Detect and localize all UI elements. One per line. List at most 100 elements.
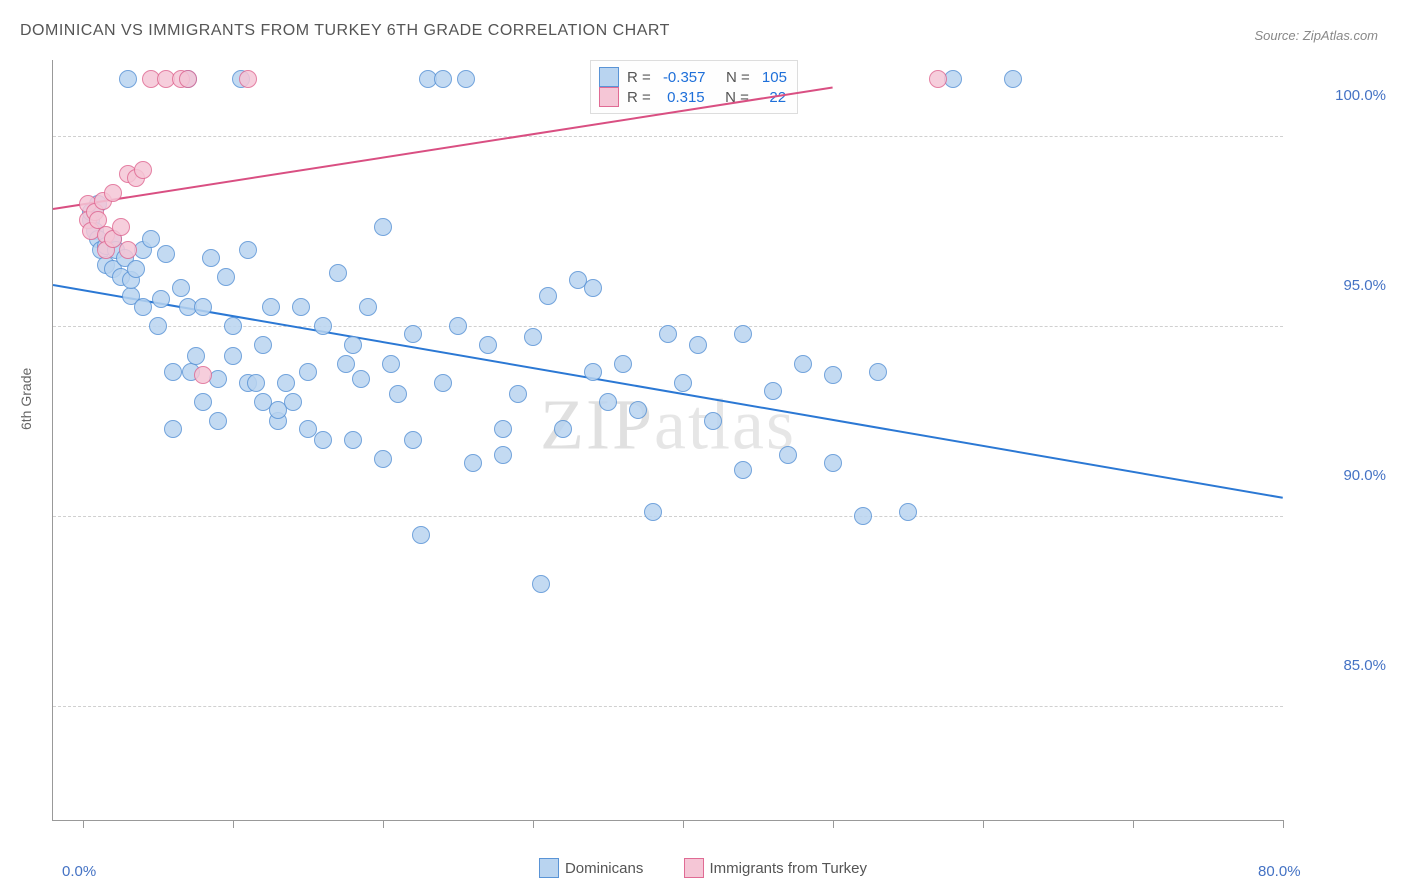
swatch-dominicans [599, 67, 619, 87]
data-point [127, 260, 145, 278]
data-point [352, 370, 370, 388]
data-point [157, 245, 175, 263]
data-point [494, 420, 512, 438]
data-point [239, 70, 257, 88]
data-point [194, 366, 212, 384]
data-point [374, 450, 392, 468]
data-point [479, 336, 497, 354]
data-point [344, 336, 362, 354]
data-point [217, 268, 235, 286]
data-point [434, 70, 452, 88]
legend-swatch-dominicans [539, 858, 559, 878]
correlation-stats-box: R = -0.357 N = 105 R = 0.315 N = 22 [590, 60, 798, 114]
data-point [224, 347, 242, 365]
data-point [539, 287, 557, 305]
data-point [209, 412, 227, 430]
data-point [599, 393, 617, 411]
swatch-turkey [599, 87, 619, 107]
data-point [509, 385, 527, 403]
x-tick [83, 820, 84, 828]
data-point [734, 325, 752, 343]
x-tick-label: 80.0% [1258, 863, 1301, 880]
data-point [314, 431, 332, 449]
data-point [1004, 70, 1022, 88]
data-point [254, 336, 272, 354]
data-point [292, 298, 310, 316]
data-point [524, 328, 542, 346]
data-point [179, 70, 197, 88]
data-point [494, 446, 512, 464]
data-point [299, 363, 317, 381]
data-point [187, 347, 205, 365]
data-point [284, 393, 302, 411]
gridline [53, 706, 1283, 707]
data-point [824, 366, 842, 384]
data-point [134, 161, 152, 179]
x-tick [533, 820, 534, 828]
data-point [277, 374, 295, 392]
data-point [112, 218, 130, 236]
legend: Dominicans Immigrants from Turkey [0, 858, 1406, 882]
gridline [53, 516, 1283, 517]
data-point [869, 363, 887, 381]
data-point [764, 382, 782, 400]
data-point [899, 503, 917, 521]
data-point [337, 355, 355, 373]
data-point [389, 385, 407, 403]
data-point [104, 184, 122, 202]
data-point [584, 279, 602, 297]
data-point [119, 70, 137, 88]
gridline [53, 136, 1283, 137]
data-point [194, 393, 212, 411]
y-tick-label: 100.0% [1335, 87, 1386, 104]
data-point [704, 412, 722, 430]
data-point [734, 461, 752, 479]
data-point [854, 507, 872, 525]
source-attribution: Source: ZipAtlas.com [1254, 28, 1378, 43]
trend-line [53, 284, 1283, 499]
data-point [149, 317, 167, 335]
chart-title: DOMINICAN VS IMMIGRANTS FROM TURKEY 6TH … [20, 22, 670, 40]
y-tick-label: 90.0% [1343, 467, 1386, 484]
data-point [644, 503, 662, 521]
legend-label: Dominicans [565, 860, 643, 877]
x-tick [383, 820, 384, 828]
data-point [449, 317, 467, 335]
legend-item-turkey: Immigrants from Turkey [684, 858, 868, 878]
stats-row-dominicans: R = -0.357 N = 105 [599, 67, 787, 87]
data-point [172, 279, 190, 297]
data-point [464, 454, 482, 472]
data-point [659, 325, 677, 343]
scatter-plot-area: ZIPatlas R = -0.357 N = 105 R = 0.315 N … [52, 60, 1283, 821]
x-tick-label: 0.0% [62, 863, 96, 880]
data-point [794, 355, 812, 373]
data-point [164, 420, 182, 438]
x-tick [1133, 820, 1134, 828]
data-point [164, 363, 182, 381]
data-point [382, 355, 400, 373]
data-point [152, 290, 170, 308]
data-point [224, 317, 242, 335]
x-tick [233, 820, 234, 828]
y-tick-label: 95.0% [1343, 277, 1386, 294]
data-point [314, 317, 332, 335]
legend-swatch-turkey [684, 858, 704, 878]
data-point [194, 298, 212, 316]
data-point [614, 355, 632, 373]
legend-label: Immigrants from Turkey [710, 860, 868, 877]
data-point [119, 241, 137, 259]
data-point [202, 249, 220, 267]
watermark: ZIPatlas [540, 383, 796, 466]
data-point [134, 298, 152, 316]
data-point [412, 526, 430, 544]
data-point [262, 298, 280, 316]
data-point [779, 446, 797, 464]
data-point [584, 363, 602, 381]
trend-line [53, 87, 833, 211]
y-axis-label: 6th Grade [18, 368, 34, 430]
y-tick-label: 85.0% [1343, 657, 1386, 674]
data-point [929, 70, 947, 88]
data-point [247, 374, 265, 392]
data-point [404, 431, 422, 449]
x-tick [1283, 820, 1284, 828]
